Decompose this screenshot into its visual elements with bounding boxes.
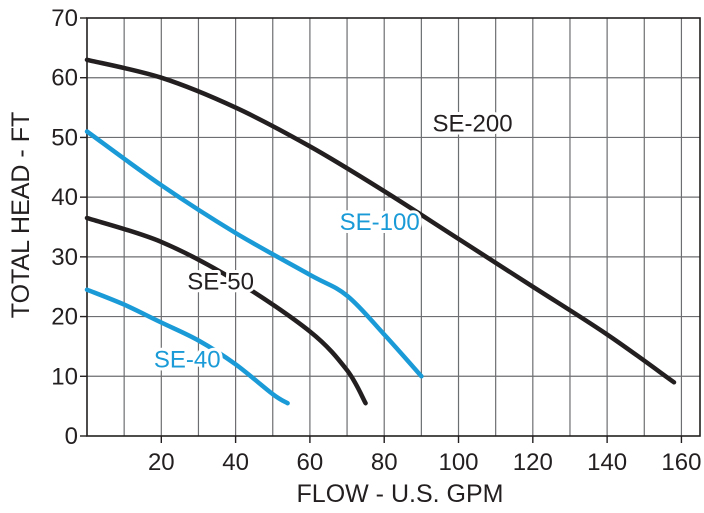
curve-label-halo-se-50: SE-50 [187, 269, 254, 296]
annotation-layer: SE-200SE-200SE-100SE-100SE-50SE-50SE-40S… [151, 107, 516, 376]
curve-label-halo-se-200: SE-200 [433, 110, 513, 137]
x-tick-label: 40 [222, 449, 249, 476]
y-tick-label: 40 [51, 184, 78, 211]
series-line-se-40 [84, 287, 290, 406]
curve-label-se-200: SE-200 [433, 110, 513, 137]
y-tick-label: 50 [51, 124, 78, 151]
series-line-se-100 [84, 129, 424, 379]
x-tick-label: 160 [661, 449, 701, 476]
x-axis-title: FLOW - U.S. GPM [297, 480, 504, 508]
y-tick-label: 20 [51, 304, 78, 331]
y-tick-label: 30 [51, 244, 78, 271]
curve-label-se-40: SE-40 [154, 346, 221, 373]
curve-label-se-50: SE-50 [187, 269, 254, 296]
curve-label-halo-se-100: SE-100 [340, 209, 420, 236]
x-tick-label: 20 [148, 449, 175, 476]
x-tick-label: 100 [438, 449, 478, 476]
series-line-se-50 [84, 215, 368, 406]
series-layer [84, 57, 677, 406]
y-tick-label: 10 [51, 363, 78, 390]
axis-layer: 20 40 60 80 100 120 140 160 0 10 20 30 40 50 60 70 [51, 5, 701, 476]
plot-frame [86, 17, 701, 437]
curve-label-se-100: SE-100 [340, 209, 420, 236]
curve-label-halo-se-40: SE-40 [154, 346, 221, 373]
x-tick-label: 120 [513, 449, 553, 476]
x-tick-label: 60 [297, 449, 324, 476]
x-tick-label: 140 [587, 449, 627, 476]
y-tick-label: 60 [51, 65, 78, 92]
x-tick-label: 80 [371, 449, 398, 476]
y-tick-label: 0 [65, 423, 78, 450]
series-line-se-200 [84, 57, 677, 385]
y-axis-title: TOTAL HEAD - FT [7, 112, 35, 319]
grid-layer [87, 18, 700, 436]
y-tick-label: 70 [51, 5, 78, 32]
